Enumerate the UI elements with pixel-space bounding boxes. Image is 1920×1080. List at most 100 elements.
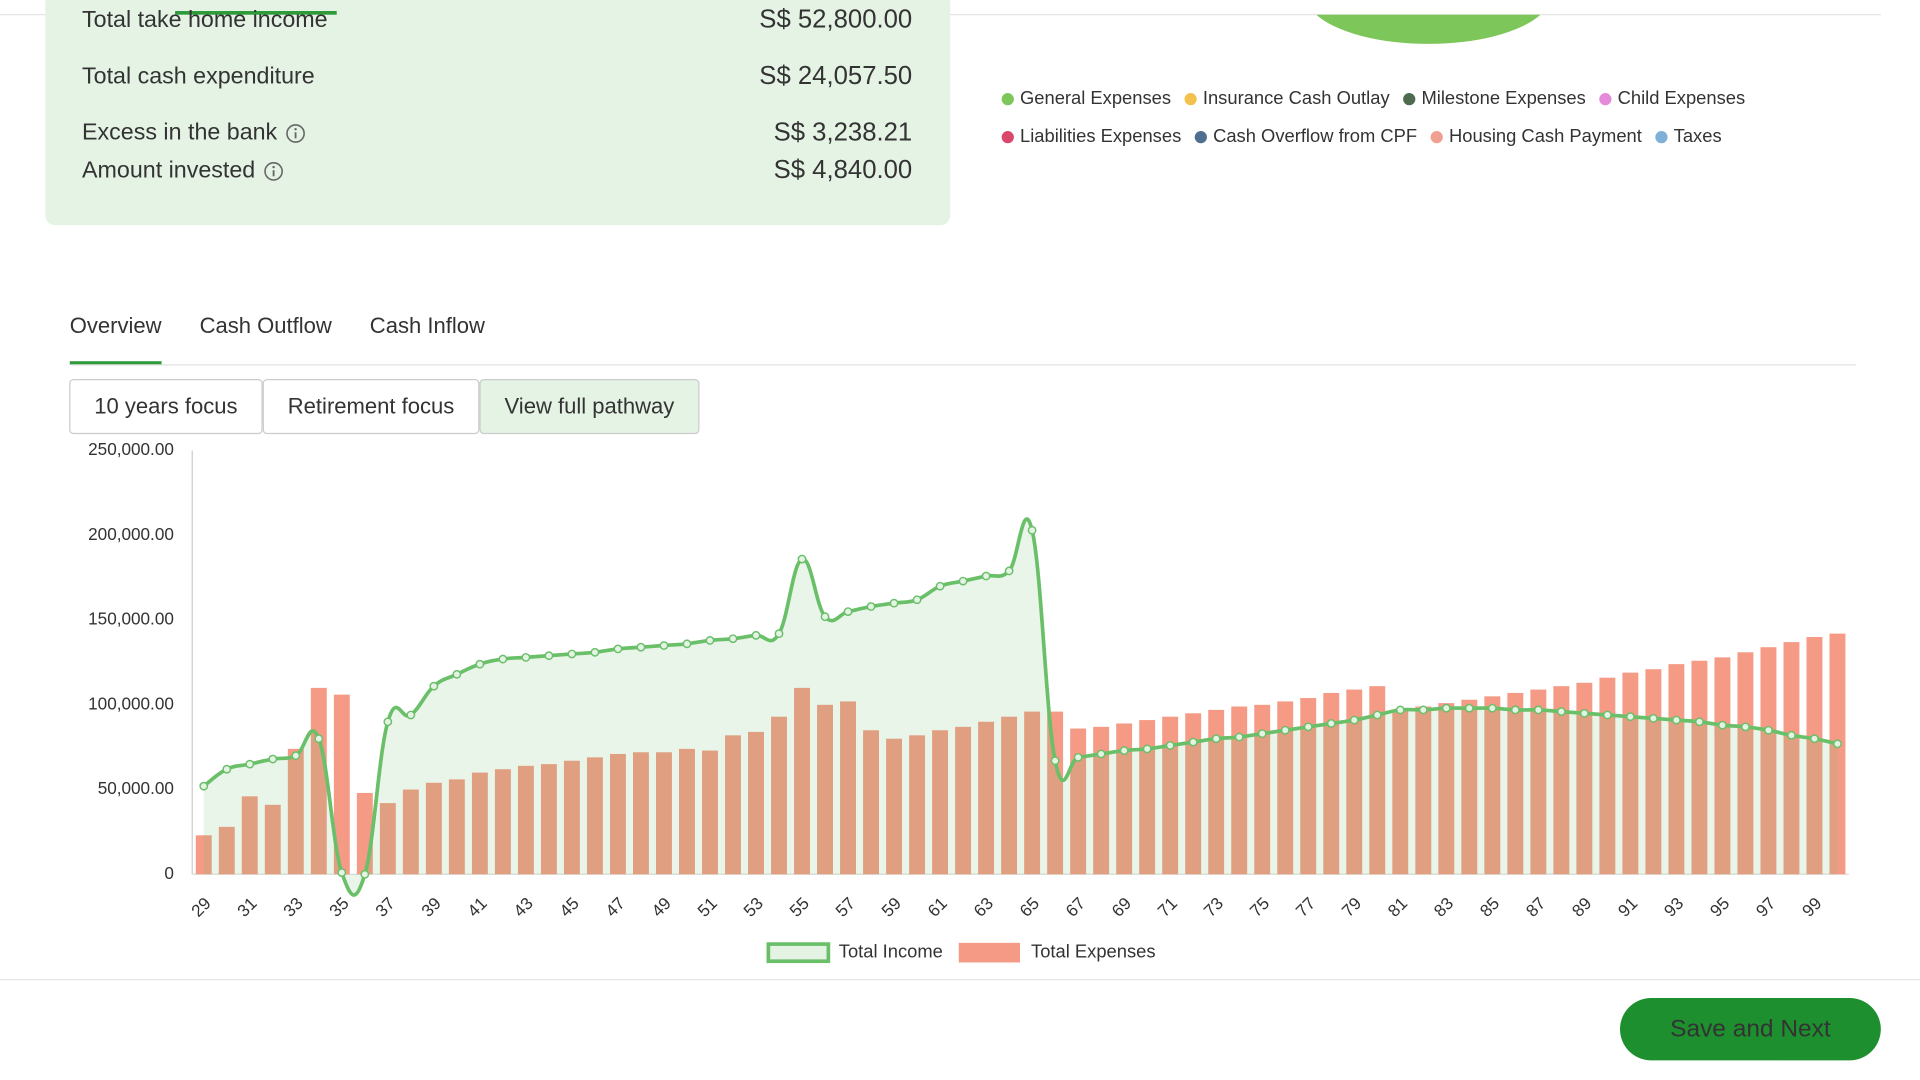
income-point (1487, 703, 1497, 713)
income-point (222, 764, 232, 774)
income-point (820, 612, 830, 622)
income-point (1234, 732, 1244, 742)
tab[interactable]: Overview (70, 313, 162, 338)
income-point (1671, 715, 1681, 725)
legend-label: Milestone Expenses (1421, 87, 1585, 108)
tab[interactable]: Cash Outflow (200, 313, 332, 338)
income-point (1257, 729, 1267, 739)
focus-button-label[interactable]: 10 years focus (94, 394, 237, 419)
summary-label: Total take home income (82, 6, 328, 32)
focus-button-label[interactable]: Retirement focus (288, 394, 455, 419)
x-tick-label: 65 (1015, 893, 1043, 921)
bar (517, 765, 534, 875)
bar (195, 835, 212, 875)
income-point (1602, 710, 1612, 720)
bar (1668, 664, 1685, 875)
x-tick-label: 61 (923, 893, 951, 921)
bar (1622, 672, 1639, 875)
income-point (429, 681, 439, 691)
legend-dot (1403, 93, 1416, 106)
bar (978, 721, 995, 875)
income-point (1695, 717, 1704, 727)
bar (863, 730, 880, 875)
income-point (659, 641, 669, 650)
bar (909, 735, 926, 875)
bar (748, 731, 764, 875)
pie-slice (1316, 14, 1541, 44)
bar (1737, 652, 1754, 875)
bar (1806, 637, 1823, 875)
bar (609, 753, 626, 875)
income-point (1280, 725, 1290, 735)
bar (1530, 689, 1547, 875)
bar (241, 796, 258, 875)
x-tick-label: 31 (233, 893, 261, 921)
x-tick-label: 77 (1292, 893, 1320, 921)
bar (794, 687, 810, 875)
bar (771, 716, 787, 875)
income-point (199, 781, 209, 791)
income-point (1625, 712, 1635, 722)
bar (1070, 728, 1087, 875)
bar (1461, 699, 1478, 875)
income-point (314, 734, 324, 744)
x-tick-label: 39 (417, 893, 445, 921)
focus-button[interactable] (69, 378, 263, 435)
tab-indicator (175, 11, 337, 15)
focus-button-label[interactable]: View full pathway (505, 394, 675, 419)
income-point (268, 754, 278, 764)
summary-panel (45, 0, 951, 226)
x-tick-label: 55 (785, 893, 813, 921)
x-tick-label: 99 (1798, 893, 1826, 921)
save-next-label[interactable]: Save and Next (1670, 1015, 1831, 1042)
income-point (521, 652, 531, 662)
income-point (1418, 705, 1428, 715)
summary-label: Excess in the bank (82, 119, 278, 145)
income-point (1718, 720, 1727, 730)
legend-swatch (958, 942, 1021, 963)
income-point (1303, 722, 1313, 732)
income-point (1395, 705, 1405, 715)
income-point (475, 659, 485, 669)
bar (264, 804, 281, 875)
bar (955, 726, 972, 875)
bar (1507, 692, 1524, 875)
bar (494, 769, 511, 875)
bar (333, 694, 350, 875)
income-point (1165, 741, 1175, 750)
focus-button[interactable] (262, 378, 480, 435)
x-tick-label: 69 (1107, 893, 1135, 921)
income-point (1372, 710, 1382, 720)
income-point (1096, 749, 1106, 759)
income-point (498, 654, 508, 664)
bar (886, 738, 903, 875)
bar (1553, 686, 1570, 875)
focus-button[interactable] (479, 378, 700, 435)
income-point (1764, 725, 1773, 735)
income-point (406, 710, 416, 720)
bar (1185, 713, 1202, 875)
bar (448, 779, 465, 875)
x-tick-label: 85 (1476, 893, 1504, 921)
income-point (360, 869, 370, 879)
bar (932, 730, 949, 875)
legend-dot (1194, 131, 1207, 144)
x-tick-label: 71 (1153, 893, 1181, 921)
income-point (889, 598, 899, 608)
save-next-button[interactable] (1620, 997, 1881, 1061)
y-tick-label: 100,000.00 (88, 693, 174, 713)
income-area (203, 519, 1838, 895)
y-tick-label: 150,000.00 (88, 609, 174, 629)
legend-label: General Expenses (1020, 87, 1171, 108)
summary-value: S$ 3,238.21 (774, 118, 913, 146)
x-tick-label: 53 (739, 893, 767, 921)
x-tick-label: 57 (831, 893, 859, 921)
tab[interactable]: Cash Inflow (370, 313, 485, 338)
x-tick-label: 49 (647, 893, 675, 921)
x-tick-label: 35 (325, 893, 353, 921)
x-tick-label: 41 (463, 893, 491, 921)
bar (632, 752, 649, 875)
income-point (1648, 713, 1658, 723)
info-icon-dot (272, 165, 275, 169)
